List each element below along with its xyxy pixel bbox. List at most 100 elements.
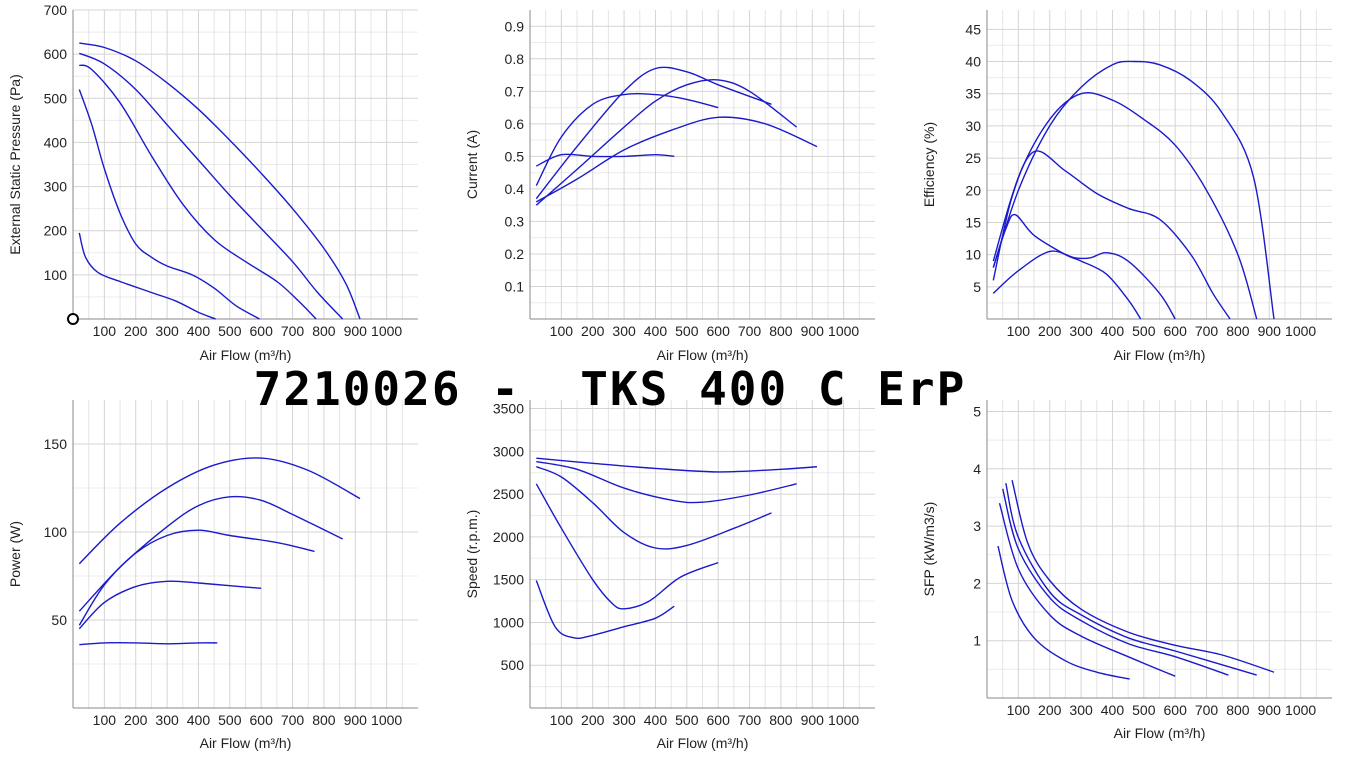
series-line-5 bbox=[535, 580, 675, 639]
y-tick-label: 40 bbox=[965, 54, 981, 70]
y-tick-label: 10 bbox=[965, 247, 981, 263]
x-tick-label: 900 bbox=[344, 712, 368, 728]
x-tick-label: 700 bbox=[738, 712, 762, 728]
y-tick-label: 25 bbox=[965, 150, 981, 166]
series-line-2 bbox=[992, 92, 1258, 320]
y-axis-label: SFP (kW/m3/s) bbox=[921, 502, 937, 597]
x-tick-label: 800 bbox=[312, 323, 336, 339]
y-tick-label: 700 bbox=[44, 2, 68, 18]
x-tick-label: 500 bbox=[218, 323, 242, 339]
series-line-1 bbox=[536, 457, 818, 473]
series-line-3 bbox=[535, 66, 772, 200]
x-tick-label: 900 bbox=[801, 323, 825, 339]
x-tick-label: 100 bbox=[93, 712, 117, 728]
series-line-3 bbox=[1002, 488, 1229, 676]
x-tick-label: 200 bbox=[1038, 702, 1062, 718]
x-tick-label: 700 bbox=[738, 323, 762, 339]
x-tick-label: 200 bbox=[581, 323, 605, 339]
x-tick-label: 700 bbox=[281, 323, 305, 339]
series-line-1 bbox=[1011, 480, 1275, 673]
y-tick-label: 100 bbox=[44, 524, 68, 540]
x-tick-label: 1000 bbox=[371, 323, 402, 339]
chart-sfp: 100 200 300 400 500 600 700 800 900 1000 1 2 3 4 5 Air … bbox=[921, 400, 1332, 741]
x-tick-label: 1000 bbox=[828, 323, 859, 339]
y-axis-label: External Static Pressure (Pa) bbox=[7, 74, 23, 255]
y-tick-label: 600 bbox=[44, 46, 68, 62]
y-tick-label: 100 bbox=[44, 267, 68, 283]
y-tick-label: 45 bbox=[965, 21, 981, 37]
series-line-1 bbox=[79, 42, 361, 320]
x-tick-label: 400 bbox=[187, 712, 211, 728]
series-line-4 bbox=[998, 503, 1176, 677]
x-tick-label: 300 bbox=[155, 323, 179, 339]
y-tick-label: 50 bbox=[51, 612, 67, 628]
series-line-2 bbox=[536, 460, 797, 504]
x-axis-label: Air Flow (m³/h) bbox=[1114, 725, 1206, 741]
x-tick-label: 200 bbox=[124, 323, 148, 339]
y-tick-label: 200 bbox=[44, 223, 68, 239]
y-tick-label: 150 bbox=[44, 436, 68, 452]
chart-efficiency: 100 200 300 400 500 600 700 800 900 1000 5 10 15 20 25… bbox=[921, 10, 1332, 363]
chart-current: 100 200 300 400 500 600 700 800 900 1000 0.1 0.2 0.3… bbox=[464, 10, 875, 363]
series-line-4 bbox=[78, 580, 262, 630]
y-tick-label: 500 bbox=[44, 90, 68, 106]
series-line-1 bbox=[78, 457, 361, 565]
y-tick-label: 2500 bbox=[493, 486, 524, 502]
y-tick-label: 500 bbox=[501, 657, 525, 673]
x-tick-label: 800 bbox=[1226, 702, 1250, 718]
origin-marker[interactable] bbox=[67, 313, 79, 325]
x-tick-label: 900 bbox=[801, 712, 825, 728]
chart-pressure: 100 200 300 400 500 600 700 800 900 1000 100 200 300… bbox=[7, 2, 418, 363]
y-tick-label: 0.7 bbox=[505, 83, 525, 99]
x-tick-label: 300 bbox=[1069, 702, 1093, 718]
series-line-2 bbox=[1005, 482, 1257, 676]
y-tick-label: 0.3 bbox=[505, 213, 525, 229]
x-tick-label: 200 bbox=[581, 712, 605, 728]
x-tick-label: 900 bbox=[344, 323, 368, 339]
x-tick-label: 600 bbox=[707, 323, 731, 339]
series-line-3 bbox=[79, 64, 317, 320]
y-tick-label: 0.2 bbox=[505, 246, 525, 262]
y-tick-label: 0.5 bbox=[505, 148, 525, 164]
x-tick-label: 300 bbox=[155, 712, 179, 728]
x-tick-label: 600 bbox=[250, 712, 274, 728]
y-tick-label: 0.6 bbox=[505, 116, 525, 132]
x-tick-label: 1000 bbox=[1285, 702, 1316, 718]
y-tick-label: 4 bbox=[973, 461, 981, 477]
x-tick-label: 700 bbox=[1195, 323, 1219, 339]
x-tick-label: 100 bbox=[550, 712, 574, 728]
x-tick-label: 500 bbox=[218, 712, 242, 728]
y-tick-label: 3 bbox=[973, 518, 981, 534]
x-tick-label: 700 bbox=[281, 712, 305, 728]
x-tick-label: 800 bbox=[769, 323, 793, 339]
y-tick-label: 400 bbox=[44, 134, 68, 150]
x-tick-label: 300 bbox=[612, 712, 636, 728]
x-tick-label: 500 bbox=[1132, 702, 1156, 718]
x-axis-label: Air Flow (m³/h) bbox=[657, 735, 749, 751]
series-line-2 bbox=[535, 78, 798, 206]
series-line-3 bbox=[536, 466, 772, 550]
x-tick-label: 400 bbox=[1101, 702, 1125, 718]
y-axis-label: Power (W) bbox=[7, 521, 23, 587]
x-tick-label: 500 bbox=[675, 323, 699, 339]
y-tick-label: 35 bbox=[965, 86, 981, 102]
series-line-4 bbox=[535, 483, 719, 610]
x-tick-label: 900 bbox=[1258, 702, 1282, 718]
series-line-3 bbox=[78, 529, 315, 626]
x-tick-label: 1000 bbox=[1285, 323, 1316, 339]
x-tick-label: 400 bbox=[187, 323, 211, 339]
chart-power: 100 200 300 400 500 600 700 800 900 1000 50 100 150 A… bbox=[7, 400, 418, 751]
y-tick-label: 0.4 bbox=[505, 181, 525, 197]
y-tick-label: 5 bbox=[973, 403, 981, 419]
x-axis-label: Air Flow (m³/h) bbox=[657, 347, 749, 363]
y-tick-label: 1500 bbox=[493, 572, 524, 588]
y-tick-label: 2000 bbox=[493, 529, 524, 545]
y-axis-label: Efficiency (%) bbox=[921, 122, 937, 207]
y-tick-label: 0.1 bbox=[505, 278, 525, 294]
series-line-4 bbox=[535, 92, 719, 186]
y-tick-label: 30 bbox=[965, 118, 981, 134]
y-tick-label: 1000 bbox=[493, 614, 524, 630]
y-tick-label: 0.9 bbox=[505, 18, 525, 34]
x-tick-label: 900 bbox=[1258, 323, 1282, 339]
